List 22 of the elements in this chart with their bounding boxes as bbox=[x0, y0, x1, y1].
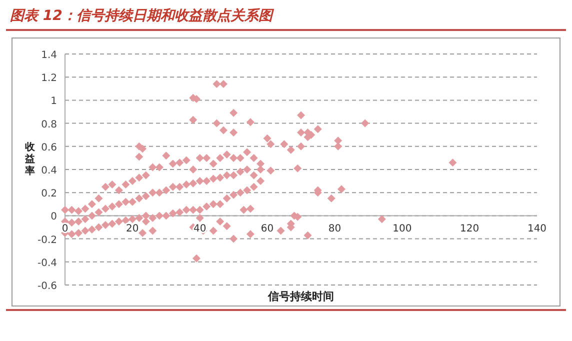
chart-title: 图表 12：信号持续日期和收益散点关系图 bbox=[10, 7, 274, 24]
x-tick-label: 80 bbox=[328, 224, 342, 235]
x-tick-label: 100 bbox=[392, 224, 412, 235]
x-tick-label: 0 bbox=[62, 224, 68, 235]
y-axis-title: 收益率 bbox=[24, 141, 36, 177]
y-tick-label: 0.8 bbox=[41, 119, 57, 130]
y-tick-label: 1 bbox=[50, 96, 57, 108]
y-tick-label: -0.6 bbox=[37, 281, 57, 292]
x-axis-title: 信号持续时间 bbox=[267, 290, 334, 303]
y-tick-label: -0.2 bbox=[37, 234, 57, 246]
y-tick-label: -0.4 bbox=[37, 258, 57, 269]
y-tick-label: 0.2 bbox=[41, 188, 57, 200]
x-tick-label: 60 bbox=[260, 224, 274, 235]
x-tick-label: 120 bbox=[460, 224, 480, 235]
y-tick-label: 0 bbox=[50, 212, 57, 223]
x-tick-label: 140 bbox=[527, 224, 547, 235]
x-tick-label: 40 bbox=[193, 224, 206, 235]
y-tick-label: 1.2 bbox=[41, 73, 57, 84]
x-tick-label: 20 bbox=[126, 224, 139, 235]
y-tick-label: 1.4 bbox=[41, 50, 57, 61]
y-tick-label: 0.6 bbox=[41, 142, 57, 154]
y-tick-label: 0.4 bbox=[41, 166, 57, 176]
